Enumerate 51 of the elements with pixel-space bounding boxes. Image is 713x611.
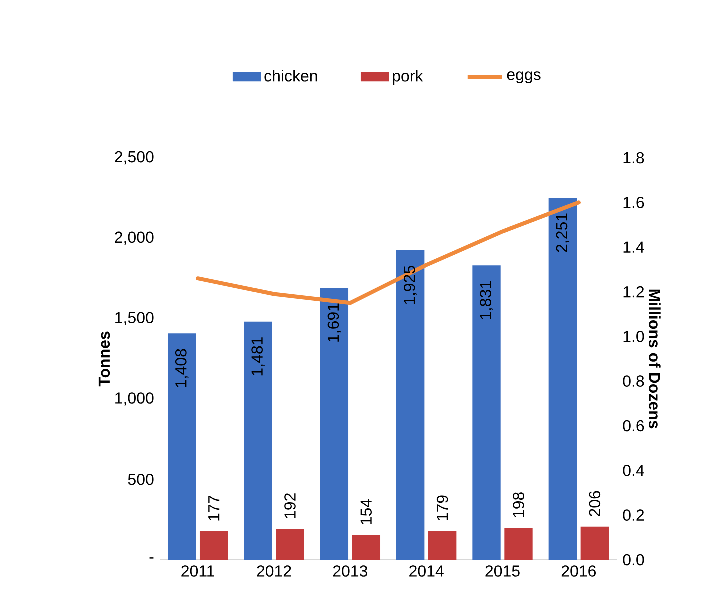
legend-label: chicken — [264, 70, 318, 82]
bar — [396, 250, 425, 560]
data-label: 1,925 — [404, 266, 418, 304]
data-label: 1,408 — [175, 349, 189, 388]
data-label: 1,481 — [252, 338, 265, 376]
y2-tick-label: 1.4 — [624, 242, 644, 253]
data-label: 177 — [208, 496, 220, 521]
bar — [276, 529, 304, 560]
y-tick-label: 2,500 — [115, 151, 154, 165]
x-tick-label: 2011 — [182, 566, 214, 577]
y2-tick-label: 0.2 — [623, 510, 644, 521]
data-label: 179 — [436, 496, 448, 520]
y2-tick-label: 1.0 — [624, 331, 644, 342]
y2-tick-label: 1.8 — [624, 152, 644, 164]
y2-tick-label: 1.2 — [624, 286, 644, 298]
x-tick-label: 2016 — [562, 566, 596, 577]
data-label: 192 — [284, 494, 296, 518]
y2-axis-title: Millions of Dozens — [649, 290, 661, 429]
bar — [504, 528, 533, 560]
y-tick-label: - — [150, 558, 154, 559]
data-label: 198 — [513, 492, 524, 518]
y2-tick-label: 0.6 — [623, 420, 644, 432]
x-tick-label: 2013 — [333, 566, 368, 577]
data-label: 1,831 — [480, 281, 494, 320]
y-tick-label: 1,500 — [116, 312, 154, 326]
y2-tick-label: 0.0 — [623, 554, 644, 566]
x-tick-label: 2012 — [257, 566, 292, 577]
y2-tick-label: 0.4 — [623, 465, 644, 476]
y-tick-label: 2,000 — [115, 232, 154, 246]
data-label: 154 — [360, 499, 372, 524]
y2-tick-label: 1.6 — [624, 197, 644, 208]
bar — [428, 531, 457, 560]
x-tick-label: 2015 — [486, 566, 520, 577]
y-axis-title: Tonnes — [98, 332, 110, 387]
y-tick-label: 500 — [128, 474, 154, 486]
bar — [244, 322, 272, 560]
data-label: 1,691 — [328, 304, 342, 342]
bar — [352, 535, 381, 560]
bar — [168, 334, 196, 560]
x-tick-label: 2014 — [410, 566, 444, 577]
y-tick-label: 1,000 — [116, 392, 154, 406]
bar — [548, 198, 578, 560]
data-label: 206 — [589, 491, 601, 516]
data-label: 2,251 — [556, 214, 570, 252]
bar — [320, 288, 349, 560]
bar — [580, 526, 610, 560]
legend-label: pork — [393, 70, 424, 85]
legend-label: eggs — [507, 72, 541, 84]
bar — [472, 266, 501, 560]
y2-tick-label: 0.8 — [623, 376, 644, 387]
bar — [200, 532, 228, 560]
